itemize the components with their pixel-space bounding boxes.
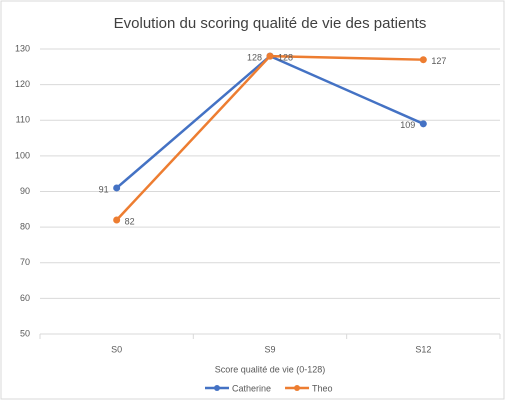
y-tick-label: 50 [20,328,30,338]
data-point [113,216,121,224]
x-tick-label: S9 [264,344,275,354]
data-label: 109 [400,120,415,130]
y-tick-label: 100 [15,150,30,160]
data-point [113,184,121,192]
y-tick-label: 130 [15,43,30,53]
chart-title: Evolution du scoring qualité de vie des … [114,15,427,32]
data-point [266,52,274,60]
x-tick-label: S0 [111,344,122,354]
data-label: 128 [278,53,293,63]
legend-swatch-dot [214,385,220,391]
data-label: 82 [125,216,135,226]
x-tick-label: S12 [415,344,431,354]
y-tick-label: 70 [20,257,30,267]
y-tick-label: 60 [20,293,30,303]
data-point [419,120,427,128]
y-tick-label: 90 [20,186,30,196]
legend-label: Theo [312,383,333,393]
y-tick-label: 120 [15,79,30,89]
data-label: 91 [99,184,109,194]
data-label: 128 [247,53,262,63]
x-axis-title: Score qualité de vie (0-128) [215,364,326,374]
legend-label: Catherine [232,383,271,393]
y-tick-label: 110 [16,115,30,125]
legend-swatch-dot [294,385,301,391]
data-label: 127 [431,56,446,66]
data-point [419,56,427,64]
y-tick-label: 80 [20,222,30,232]
